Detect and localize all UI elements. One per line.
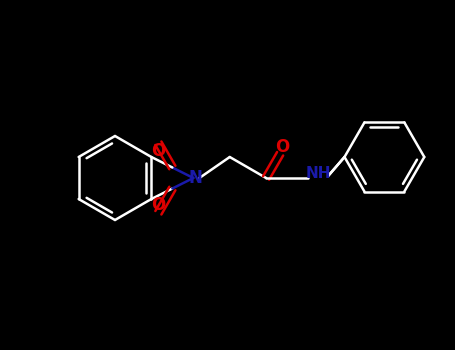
Text: N: N	[188, 169, 202, 187]
Text: O: O	[151, 142, 166, 160]
Text: O: O	[275, 138, 289, 156]
Text: NH: NH	[305, 167, 331, 182]
Text: O: O	[151, 196, 166, 214]
